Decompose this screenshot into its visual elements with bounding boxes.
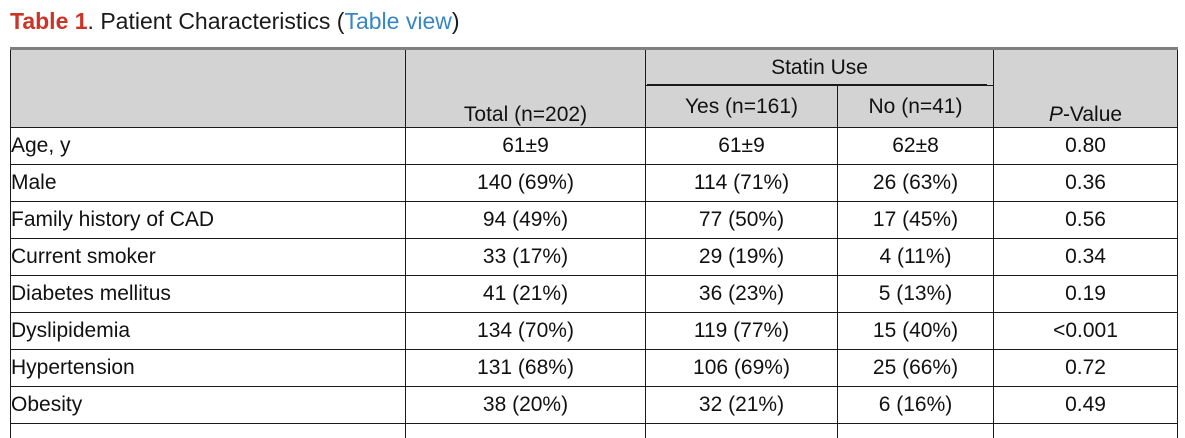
cell-statin-no: 6 (16%): [836, 386, 995, 424]
cell-statin-yes: 114 (71%): [645, 164, 838, 202]
cell-statin-no: 26 (63%): [836, 164, 995, 202]
cell-p-value: 0.56: [993, 201, 1179, 239]
cell-statin-no: 5 (13%): [836, 275, 995, 313]
cell-statin-no: 17 (45%): [836, 201, 995, 239]
cell-p-value: 0.34: [993, 238, 1179, 276]
patient-characteristics-table: Total (n=202) Statin Use P-Value Yes (n=…: [10, 47, 1179, 438]
header-row-sub: Yes (n=161) No (n=41): [11, 85, 1178, 128]
table-row-dyslipidemia: Dyslipidemia 134 (70%) 119 (77%) 15 (40%…: [10, 312, 1179, 350]
table-row-age: Age, y 61±9 61±9 62±8 0.80: [10, 127, 1179, 165]
cell-statin-yes: 32 (21%): [645, 386, 838, 424]
header-statin-yes: Yes (n=161): [645, 85, 838, 128]
header-statin-use-group: Statin Use: [644, 48, 995, 86]
table-row-cut-off: [10, 423, 1179, 438]
cell-statin-yes: 61±9: [645, 127, 838, 165]
cell-statin-yes: [645, 423, 838, 438]
cell-p-value: 0.72: [993, 349, 1179, 387]
cell-total: 131 (68%): [405, 349, 646, 387]
cell-statin-no: 15 (40%): [836, 312, 995, 350]
cell-total: 41 (21%): [405, 275, 646, 313]
row-label: Family history of CAD: [10, 201, 406, 239]
row-label: Diabetes mellitus: [10, 275, 406, 313]
cell-p-value: 0.19: [993, 275, 1179, 313]
table-row-obesity: Obesity 38 (20%) 32 (21%) 6 (16%) 0.49: [10, 386, 1179, 424]
header-row-group: Total (n=202) Statin Use P-Value: [10, 48, 1179, 128]
cell-statin-no: 4 (11%): [836, 238, 995, 276]
cell-statin-no: [836, 423, 995, 438]
table-caption-text: . Patient Characteristics (: [87, 8, 345, 34]
table-row-current-smoker: Current smoker 33 (17%) 29 (19%) 4 (11%)…: [10, 238, 1179, 276]
row-label: Obesity: [10, 386, 406, 424]
table-row-family-history: Family history of CAD 94 (49%) 77 (50%) …: [10, 201, 1179, 239]
cell-statin-yes: 29 (19%): [645, 238, 838, 276]
cell-total: 134 (70%): [405, 312, 646, 350]
row-label: Age, y: [10, 127, 406, 165]
cell-statin-yes: 106 (69%): [645, 349, 838, 387]
header-empty-cell: [10, 48, 406, 128]
table-view-link[interactable]: Table view: [344, 8, 452, 34]
cell-p-value: <0.001: [993, 312, 1179, 350]
cell-statin-no: 62±8: [836, 127, 995, 165]
cell-p-value: 0.80: [993, 127, 1179, 165]
header-total: Total (n=202): [405, 48, 646, 128]
table-caption: Table 1. Patient Characteristics (Table …: [10, 6, 1185, 36]
row-label: [10, 423, 406, 438]
table-row-diabetes: Diabetes mellitus 41 (21%) 36 (23%) 5 (1…: [10, 275, 1179, 313]
cell-total: 61±9: [405, 127, 646, 165]
header-statin-no: No (n=41): [836, 85, 995, 128]
p-value-italic-p: P: [1048, 103, 1063, 126]
cell-statin-yes: 77 (50%): [645, 201, 838, 239]
cell-statin-yes: 119 (77%): [645, 312, 838, 350]
header-statin-use-label: Statin Use: [771, 55, 868, 79]
cell-statin-no: 25 (66%): [836, 349, 995, 387]
row-label: Dyslipidemia: [10, 312, 406, 350]
cell-total: 38 (20%): [405, 386, 646, 424]
cell-statin-yes: 36 (23%): [645, 275, 838, 313]
p-value-rest: -Value: [1062, 103, 1123, 126]
table-row-hypertension: Hypertension 131 (68%) 106 (69%) 25 (66%…: [10, 349, 1179, 387]
cell-total: 94 (49%): [405, 201, 646, 239]
cell-p-value: 0.49: [993, 386, 1179, 424]
cell-total: 140 (69%): [405, 164, 646, 202]
header-p-value: P-Value: [993, 48, 1179, 128]
cell-total: 33 (17%): [405, 238, 646, 276]
row-label: Current smoker: [10, 238, 406, 276]
table-row-male: Male 140 (69%) 114 (71%) 26 (63%) 0.36: [10, 164, 1179, 202]
cell-total: [405, 423, 646, 438]
row-label: Male: [10, 164, 406, 202]
statin-group-underline: [647, 84, 988, 85]
cell-p-value: 0.36: [993, 164, 1179, 202]
table-number-label: Table 1: [10, 8, 88, 34]
table-caption-close-paren: ): [451, 8, 460, 34]
row-label: Hypertension: [10, 349, 406, 387]
cell-p-value: [993, 423, 1179, 438]
